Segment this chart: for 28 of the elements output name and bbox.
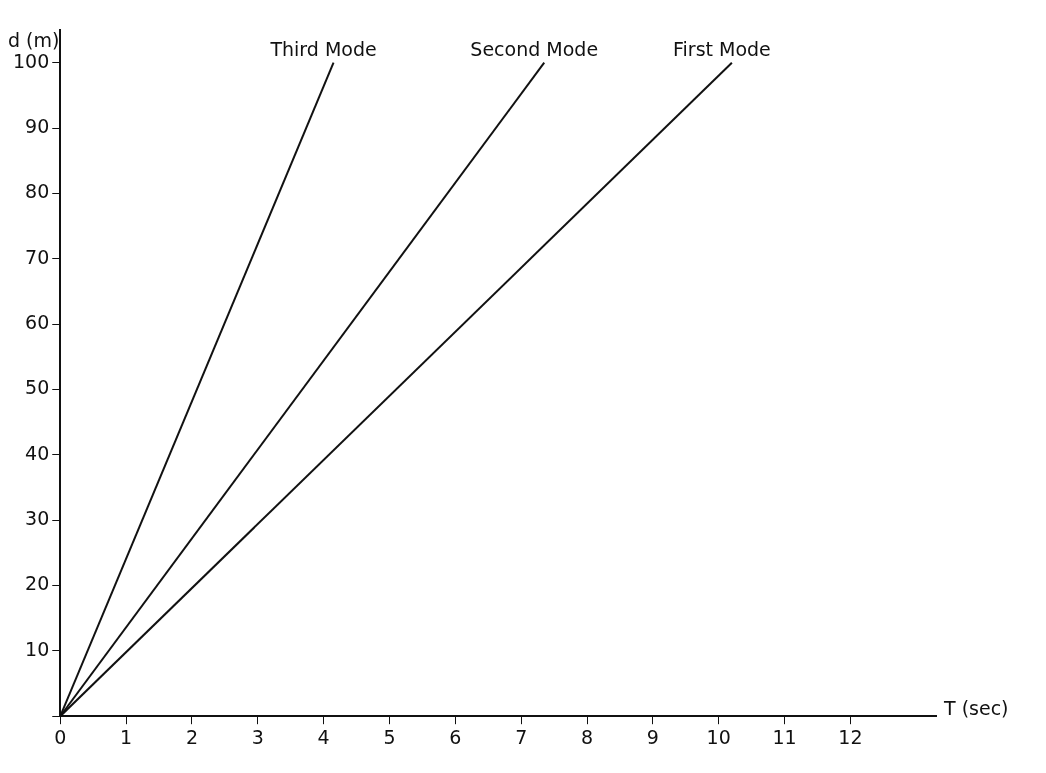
x-tick-label: 6 xyxy=(449,725,462,748)
x-tick-label: 0 xyxy=(54,725,67,748)
x-axis-title: T (sec) xyxy=(943,697,1009,720)
series-label: First Mode xyxy=(672,38,771,61)
series-label: Second Mode xyxy=(470,38,599,61)
y-tick-label: 30 xyxy=(25,507,50,530)
x-tick-label: 5 xyxy=(383,725,396,748)
x-tick-label: 8 xyxy=(580,725,594,748)
x-tick-label: 12 xyxy=(838,725,863,748)
y-tick-label: 20 xyxy=(25,572,50,595)
series-label: Third Mode xyxy=(269,38,377,61)
y-tick-label: 80 xyxy=(25,180,50,203)
y-tick-label: 40 xyxy=(25,441,50,464)
x-tick-label: 9 xyxy=(646,725,659,748)
x-tick-label: 11 xyxy=(772,725,797,748)
y-axis-title: d (m) xyxy=(8,29,60,52)
x-tick-label: 4 xyxy=(317,725,330,748)
x-tick-label: 7 xyxy=(515,725,528,748)
y-tick-label: 70 xyxy=(25,245,50,268)
y-tick-label: 50 xyxy=(25,376,50,399)
y-tick-label: 90 xyxy=(25,114,50,137)
y-tick-label: 60 xyxy=(25,311,50,334)
y-tick-label: 10 xyxy=(25,637,50,660)
x-tick-label: 10 xyxy=(706,725,731,748)
y-tick-label: 100 xyxy=(13,49,50,72)
x-tick-label: 1 xyxy=(120,725,133,748)
x-tick-label: 2 xyxy=(185,725,198,748)
x-tick-label: 3 xyxy=(251,725,264,748)
